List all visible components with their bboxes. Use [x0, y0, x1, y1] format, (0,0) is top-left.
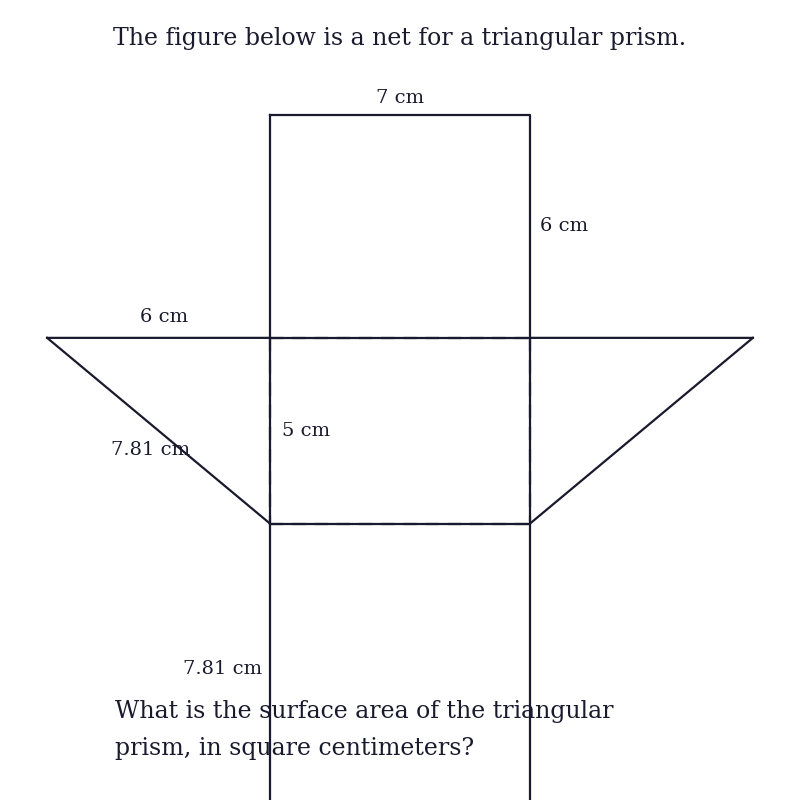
Text: 6 cm: 6 cm — [540, 218, 588, 235]
Text: 5 cm: 5 cm — [282, 422, 330, 440]
Text: 7.81 cm: 7.81 cm — [183, 660, 262, 678]
Text: 7.81 cm: 7.81 cm — [111, 441, 190, 458]
Text: What is the surface area of the triangular
prism, in square centimeters?: What is the surface area of the triangul… — [115, 700, 614, 760]
Text: 6 cm: 6 cm — [139, 308, 188, 326]
Text: The figure below is a net for a triangular prism.: The figure below is a net for a triangul… — [114, 26, 686, 50]
Text: 7 cm: 7 cm — [376, 89, 424, 107]
